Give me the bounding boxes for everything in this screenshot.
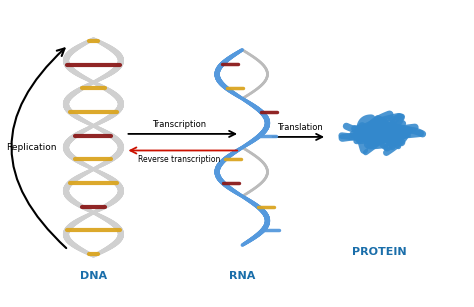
Text: Transcription: Transcription bbox=[152, 120, 206, 129]
Text: RNA: RNA bbox=[229, 271, 255, 281]
Text: DNA: DNA bbox=[80, 271, 107, 281]
Text: Replication: Replication bbox=[7, 143, 57, 152]
Text: Reverse transcription: Reverse transcription bbox=[138, 155, 220, 164]
Text: PROTEIN: PROTEIN bbox=[352, 247, 407, 257]
Text: Translation: Translation bbox=[277, 123, 322, 132]
